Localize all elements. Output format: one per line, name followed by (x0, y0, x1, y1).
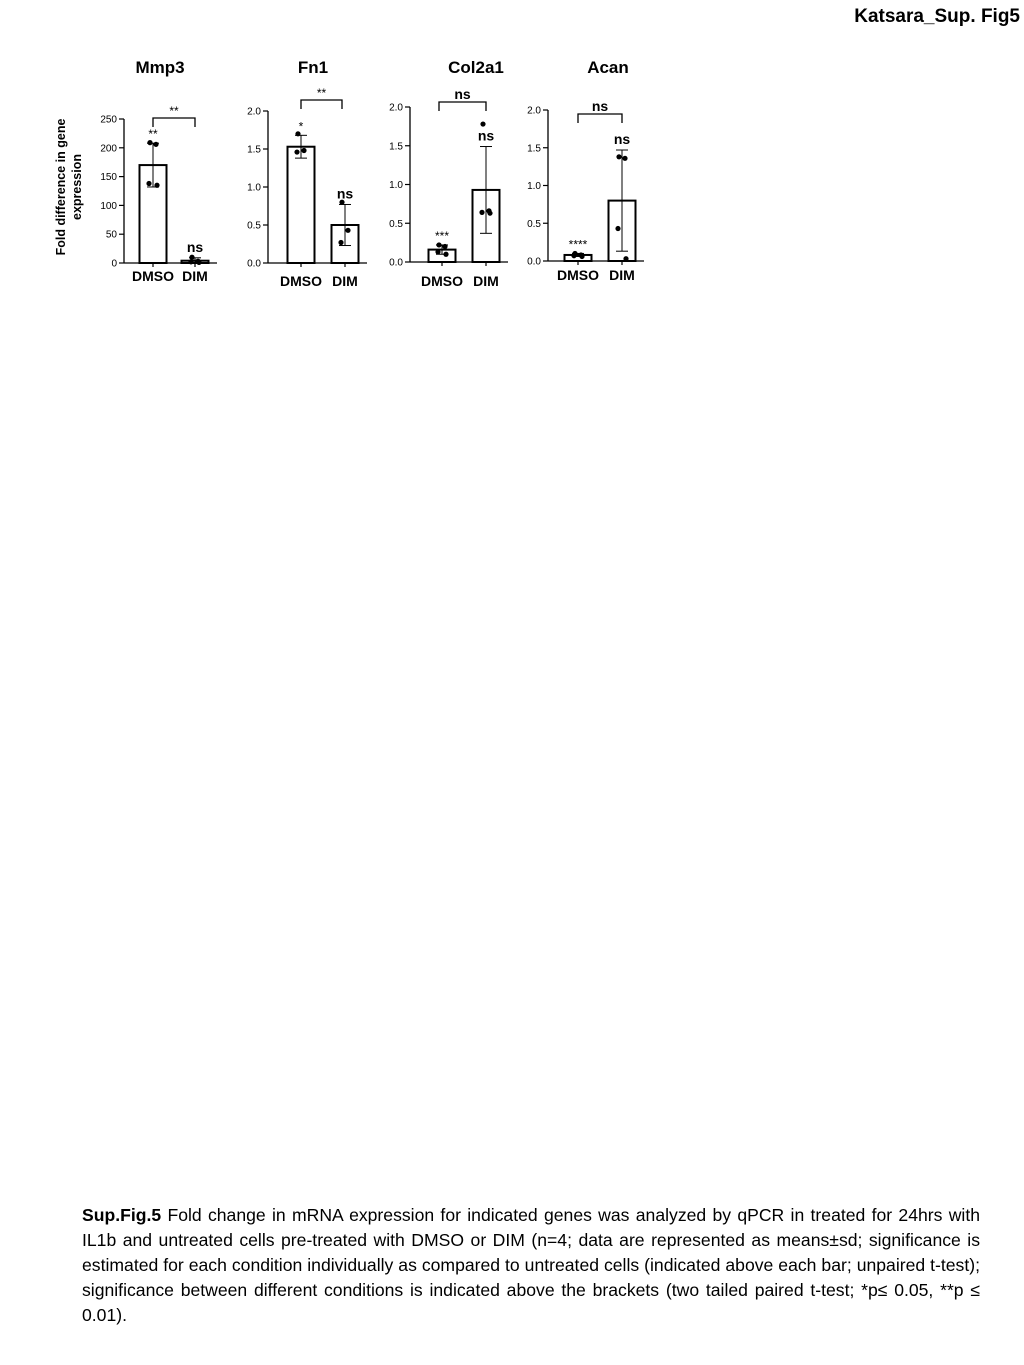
y-tick-label: 0.5 (247, 221, 261, 232)
y-tick-label: 50 (106, 230, 118, 241)
data-point (339, 199, 345, 205)
significance-label: **** (569, 237, 588, 251)
chart-panel-fn1: Fn1 0.0 0.5 1.0 1.5 2.0 DMSO * DIM ns ** (247, 58, 367, 289)
data-point (622, 155, 628, 161)
significance-label: ** (148, 127, 158, 141)
data-point (571, 253, 577, 259)
comparison-bracket (152, 117, 196, 127)
shared-y-axis-label-line1: Fold difference in gene (54, 119, 68, 256)
comparison-bracket (438, 101, 487, 111)
x-category-label: DIM (182, 268, 208, 284)
figure-caption: Sup.Fig.5 Fold change in mRNA expression… (82, 1203, 980, 1328)
data-point (487, 210, 493, 216)
data-point (301, 147, 307, 154)
significance-label: ns (478, 128, 495, 144)
x-category-label: DIM (332, 273, 358, 289)
y-tick-label: 0 (111, 259, 117, 270)
significance-label: ns (614, 131, 631, 147)
data-point (442, 243, 448, 250)
data-point (338, 239, 344, 246)
chart-panel-col2a1: Col2a1 0.0 0.5 1.0 1.5 2.0 DMSO *** DIM ns ns (389, 58, 508, 289)
y-tick-label: 2.0 (389, 103, 403, 114)
bar-dmso (286, 145, 316, 264)
y-tick-label: 0.5 (389, 219, 403, 230)
bracket-significance-label: ** (169, 104, 179, 118)
data-point (623, 256, 629, 262)
y-tick-label: 2.0 (527, 106, 541, 117)
caption-lead: Sup.Fig.5 (82, 1205, 162, 1225)
bracket-significance-label: ** (317, 86, 327, 100)
data-point (436, 242, 442, 248)
y-tick-label: 0.0 (247, 259, 261, 270)
y-tick-label: 1.0 (527, 181, 541, 192)
significance-label: ns (337, 185, 354, 201)
data-point (189, 254, 195, 260)
data-point (479, 209, 485, 215)
data-point (616, 154, 622, 160)
data-point (154, 182, 160, 188)
data-point (146, 180, 152, 187)
shared-y-axis-label-line2: expression (70, 154, 84, 220)
caption-text: Fold change in mRNA expression for indic… (82, 1205, 980, 1325)
comparison-bracket (577, 113, 623, 123)
y-tick-label: 200 (100, 143, 117, 154)
chart-title: Col2a1 (448, 58, 504, 77)
chart-title: Mmp3 (135, 58, 184, 77)
comparison-bracket (300, 99, 343, 109)
x-category-label: DMSO (132, 268, 174, 284)
data-point (294, 149, 300, 155)
data-point (615, 225, 621, 232)
x-category-label: DMSO (280, 273, 322, 289)
chart-panel-acan: Acan 0.0 0.5 1.0 1.5 2.0 DMSO **** DIM ns ns (527, 58, 644, 283)
data-point (480, 121, 486, 127)
x-category-label: DMSO (421, 273, 463, 289)
x-category-label: DMSO (557, 267, 599, 283)
y-tick-label: 1.0 (247, 183, 261, 194)
data-point (188, 259, 194, 265)
y-tick-label: 1.0 (389, 180, 403, 191)
x-category-label: DIM (473, 273, 499, 289)
significance-label: ns (187, 239, 204, 255)
data-point (443, 251, 449, 257)
y-tick-label: 0.5 (527, 219, 541, 230)
chart-panel-mmp3: Mmp3 0 50 100 150 200 250 DMSO ** DIM ns ** (100, 58, 217, 284)
y-tick-label: 1.5 (247, 145, 261, 156)
data-point (153, 141, 159, 147)
figure-panels: Fold difference in gene expression Mmp3 0… (54, 58, 644, 289)
bracket-significance-label: ns (592, 98, 609, 114)
significance-label: * (299, 119, 304, 133)
y-tick-label: 250 (100, 115, 117, 126)
chart-title: Acan (587, 58, 629, 77)
chart-title: Fn1 (298, 58, 328, 77)
y-tick-label: 150 (100, 172, 117, 183)
chart-panels: Mmp3 0 50 100 150 200 250 DMSO ** DIM ns ** Fn1 0.0 0.… (100, 58, 644, 289)
y-tick-label: 2.0 (247, 107, 261, 118)
significance-label: *** (435, 229, 449, 243)
y-tick-label: 1.5 (527, 143, 541, 154)
x-category-label: DIM (609, 267, 635, 283)
data-point (196, 259, 202, 266)
y-tick-label: 1.5 (389, 141, 403, 152)
data-point (295, 131, 301, 137)
y-tick-label: 100 (100, 201, 117, 212)
figure-header-label: Katsara_Sup. Fig5 (854, 6, 1020, 27)
y-tick-label: 0.0 (389, 258, 403, 269)
data-point (147, 140, 153, 146)
y-tick-label: 0.0 (527, 257, 541, 268)
bracket-significance-label: ns (454, 86, 471, 102)
data-point (579, 253, 585, 260)
data-point (435, 249, 441, 255)
data-point (345, 227, 351, 233)
